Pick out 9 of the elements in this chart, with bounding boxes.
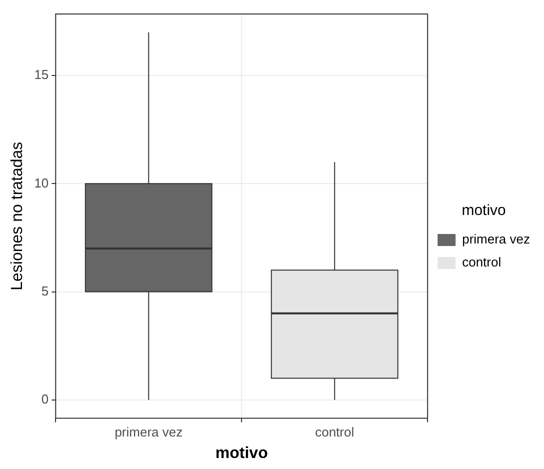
y-axis-title: Lesiones no tratadas [9, 142, 26, 290]
y-tick-label: 15 [34, 67, 49, 82]
y-tick-label: 5 [41, 283, 49, 298]
y-tick-label: 0 [41, 391, 49, 406]
legend-label: control [462, 254, 502, 270]
y-tick-label: 10 [34, 175, 49, 190]
legend-label: primera vez [462, 232, 530, 247]
legend-title: motivo [462, 202, 506, 220]
x-axis-title: motivo [215, 444, 268, 462]
